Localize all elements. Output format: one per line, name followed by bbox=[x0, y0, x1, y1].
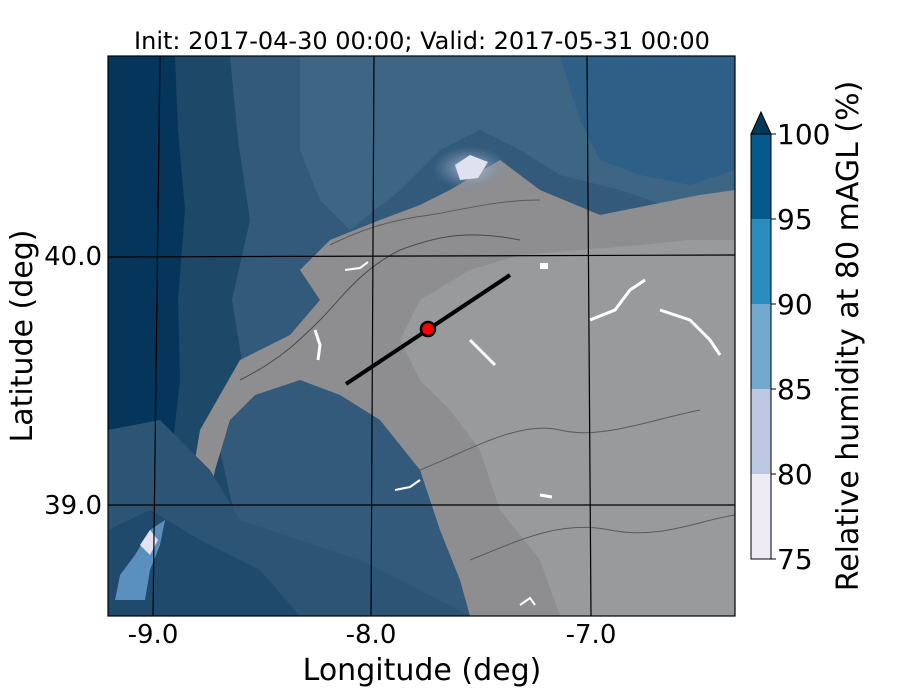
colorbar-frame bbox=[750, 133, 772, 560]
contour-line bbox=[329, 199, 541, 246]
map-panel bbox=[108, 56, 735, 616]
colorbar: 75 80 85 90 95 100 bbox=[750, 110, 830, 576]
white-gap bbox=[589, 278, 646, 322]
x-tick-label: -8.0 bbox=[346, 620, 397, 650]
x-axis-label: Longitude (deg) bbox=[303, 653, 542, 688]
highland-white-spot bbox=[455, 155, 488, 180]
grid-meridian-m7 bbox=[586, 56, 592, 616]
colorbar-segment bbox=[751, 474, 771, 559]
white-gap bbox=[519, 596, 536, 606]
white-gap bbox=[344, 261, 369, 271]
grid-meridian-m9 bbox=[152, 56, 161, 616]
x-tick-label: -9.0 bbox=[128, 620, 179, 650]
grid-parallel-40 bbox=[108, 254, 735, 258]
colorbar-segment bbox=[751, 304, 771, 389]
white-gap bbox=[659, 308, 722, 356]
colorbar-tick-label: 100 bbox=[777, 118, 830, 151]
northeast-blue-region bbox=[560, 56, 735, 185]
white-gap bbox=[394, 479, 421, 491]
colorbar-tick-label: 85 bbox=[777, 373, 813, 406]
colorbar-extend-arrow bbox=[750, 110, 772, 135]
contour-line bbox=[239, 234, 521, 381]
map-frame bbox=[107, 55, 736, 617]
colorbar-tick-label: 75 bbox=[777, 543, 813, 576]
dry-central-region bbox=[400, 240, 735, 616]
white-gap bbox=[540, 263, 548, 269]
colorbar-tick-label: 95 bbox=[777, 203, 813, 236]
x-tick-label: -7.0 bbox=[566, 620, 617, 650]
white-gap bbox=[313, 329, 322, 361]
colorbar-segment bbox=[751, 134, 771, 219]
y-axis-label: Latitude (deg) bbox=[5, 230, 40, 443]
white-gap bbox=[539, 493, 553, 499]
colorbar-segment bbox=[751, 389, 771, 474]
colorbar-segment bbox=[751, 219, 771, 304]
colorbar-label: Relative humidity at 80 mAGL (%) bbox=[831, 81, 866, 592]
contour-line bbox=[419, 409, 701, 471]
grid-meridian-m8 bbox=[370, 56, 375, 616]
colorbar-tick-label: 90 bbox=[777, 288, 813, 321]
site-marker bbox=[419, 320, 437, 338]
white-gap bbox=[468, 338, 497, 367]
y-tick-label: 40.0 bbox=[44, 242, 102, 272]
plot-title: Init: 2017-04-30 00:00; Valid: 2017-05-3… bbox=[134, 27, 710, 55]
colorbar-tick-label: 80 bbox=[777, 458, 813, 491]
y-tick-label: 39.0 bbox=[44, 491, 102, 521]
contour-line bbox=[469, 514, 735, 561]
